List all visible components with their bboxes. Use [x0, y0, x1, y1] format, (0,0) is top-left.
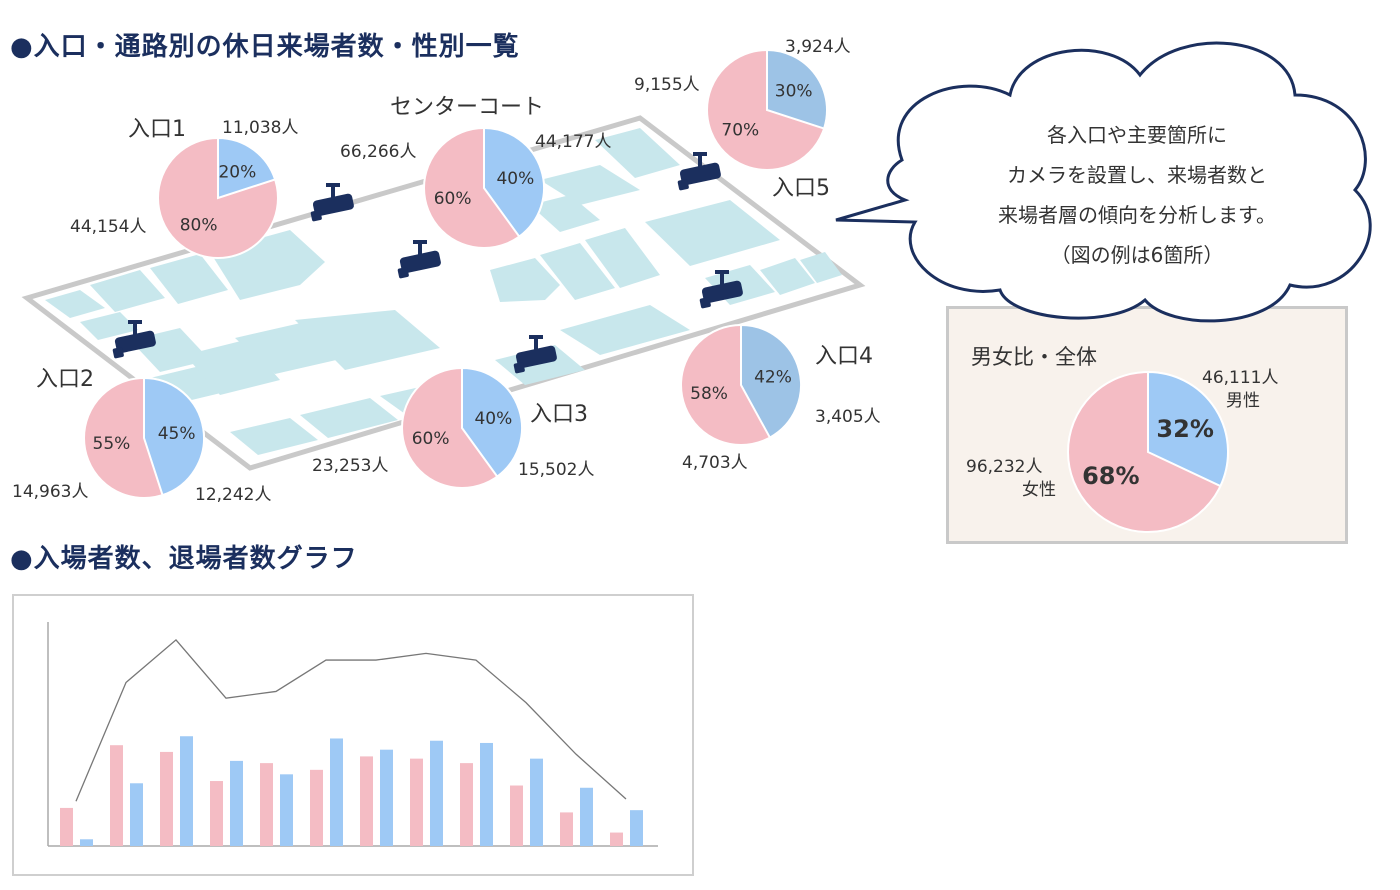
bar-series1-8: [410, 758, 423, 846]
location-labels: 入口1 11,038人 44,154人 センターコート 44,177人 66,2…: [12, 37, 881, 505]
entrance5-male-slice: [766, 48, 828, 130]
overall-female-pct: 68%: [1082, 462, 1139, 490]
overall-female-count: 96,232人: [966, 457, 1042, 477]
bar-series1-10: [510, 785, 523, 846]
section-title-gender-list: ●入口・通路別の休日来場者数・性別一覧: [10, 32, 520, 62]
entrance3-pie: 40% 60%: [401, 366, 523, 489]
label-entrance2: 入口2: [36, 367, 94, 392]
speech-cloud: 各入口や主要箇所に カメラを設置し、来場者数と 来場者層の傾向を分析します。 （…: [835, 41, 1372, 323]
bar-series1-3: [160, 751, 173, 846]
label-entrance4: 入口4: [815, 344, 873, 369]
bar-series2-11: [580, 787, 593, 846]
section-title-graph: ●入場者数、退場者数グラフ: [10, 544, 358, 574]
bar-series2-8: [430, 740, 443, 846]
entrance3-female-pct: 60%: [412, 429, 450, 449]
entrance5-female-pct: 70%: [721, 120, 759, 140]
bar-series2-1: [80, 839, 93, 846]
male-count-entrance5: 3,924人: [785, 37, 851, 57]
entrance4-female-pct: 58%: [690, 384, 728, 404]
bar-series1-9: [460, 763, 473, 846]
center-court-pie: 40% 60%: [423, 126, 545, 249]
overall-female-label: 女性: [1022, 480, 1056, 500]
entrance4-pie: 42% 58%: [680, 323, 802, 446]
line-series: [75, 639, 627, 802]
bar-series1-1: [60, 807, 73, 846]
cloud-line-1: 各入口や主要箇所に: [1047, 123, 1227, 147]
center-court-female-pct: 60%: [434, 189, 472, 209]
entrance2-female-pct: 55%: [93, 434, 131, 454]
male-count-center-court: 44,177人: [535, 132, 611, 152]
security-camera-icon: [677, 152, 721, 191]
entrance5-male-pct: 30%: [775, 82, 813, 102]
female-count-entrance1: 44,154人: [70, 217, 146, 237]
male-count-entrance4: 3,405人: [815, 407, 881, 427]
entrance2-pie: 45% 55%: [83, 376, 205, 499]
bar-series2-12: [630, 810, 643, 846]
bar-series2-2: [130, 783, 143, 846]
security-camera-icon: [397, 240, 441, 279]
bar-series2-3: [180, 736, 193, 846]
female-count-entrance4: 4,703人: [682, 453, 748, 473]
cloud-line-2: カメラを設置し、来場者数と: [1007, 163, 1267, 187]
entrance1-female-pct: 80%: [180, 216, 218, 236]
overall-male-count: 46,111人: [1202, 368, 1278, 388]
entrance1-male-pct: 20%: [218, 162, 256, 182]
bar-series1-11: [560, 812, 573, 846]
label-entrance5: 入口5: [772, 176, 830, 201]
bar-series1-2: [110, 745, 123, 846]
bar-series2-6: [330, 738, 343, 846]
bar-series2-5: [280, 774, 293, 846]
entrance3-male-pct: 40%: [474, 409, 512, 429]
overall-male-slice: [1147, 370, 1229, 488]
cloud-bubble: [835, 41, 1372, 323]
center-court-male-slice: [483, 126, 545, 238]
location-pies: 20% 80% 40% 60% 30% 70% 45% 55% 40% 60% 42% 58%: [83, 48, 828, 499]
entrance5-pie: 30% 70%: [706, 48, 828, 171]
bar-series2-9: [480, 742, 493, 846]
cloud-line-3: 来場者層の傾向を分析します。: [998, 203, 1276, 227]
entrance4-male-slice: [740, 323, 802, 439]
female-count-entrance5: 9,155人: [634, 75, 700, 95]
bar-series1-6: [310, 769, 323, 846]
entry-exit-chart: [47, 622, 658, 847]
bar-series1-4: [210, 781, 223, 846]
center-court-male-pct: 40%: [496, 169, 534, 189]
overall-male-label: 男性: [1226, 391, 1260, 411]
entrance3-male-slice: [461, 366, 523, 478]
bar-series1-7: [360, 756, 373, 846]
bar-series2-10: [530, 758, 543, 846]
label-entrance1: 入口1: [128, 117, 186, 142]
male-count-entrance2: 12,242人: [195, 485, 271, 505]
entrance4-male-pct: 42%: [754, 368, 792, 388]
female-count-entrance2: 14,963人: [12, 482, 88, 502]
entrance1-male-slice: [217, 136, 277, 200]
bar-series1-5: [260, 763, 273, 846]
overall-pie: 32% 68%: [1067, 370, 1229, 533]
male-count-entrance1: 11,038人: [222, 118, 298, 138]
security-cameras: [112, 152, 743, 374]
bar-series2-7: [380, 749, 393, 846]
overall-ratio-title: 男女比・全体: [971, 345, 1097, 369]
bar-series2-4: [230, 760, 243, 846]
male-count-entrance3: 15,502人: [518, 460, 594, 480]
female-count-entrance3: 23,253人: [312, 456, 388, 476]
entrance2-male-pct: 45%: [158, 424, 196, 444]
label-entrance3: 入口3: [530, 402, 588, 427]
overall-male-pct: 32%: [1156, 415, 1213, 443]
overall-ratio-pie: 32% 68%: [1067, 370, 1229, 533]
female-count-center-court: 66,266人: [340, 142, 416, 162]
security-camera-icon: [310, 183, 354, 222]
label-center-court: センターコート: [390, 95, 544, 120]
entrance1-pie: 20% 80%: [157, 136, 279, 259]
cloud-line-4: （図の例は6箇所）: [1051, 243, 1224, 267]
security-camera-icon: [513, 335, 557, 374]
security-camera-icon: [699, 270, 743, 309]
security-camera-icon: [112, 320, 156, 359]
bar-series1-12: [610, 832, 623, 846]
entrance2-male-slice: [143, 376, 205, 497]
